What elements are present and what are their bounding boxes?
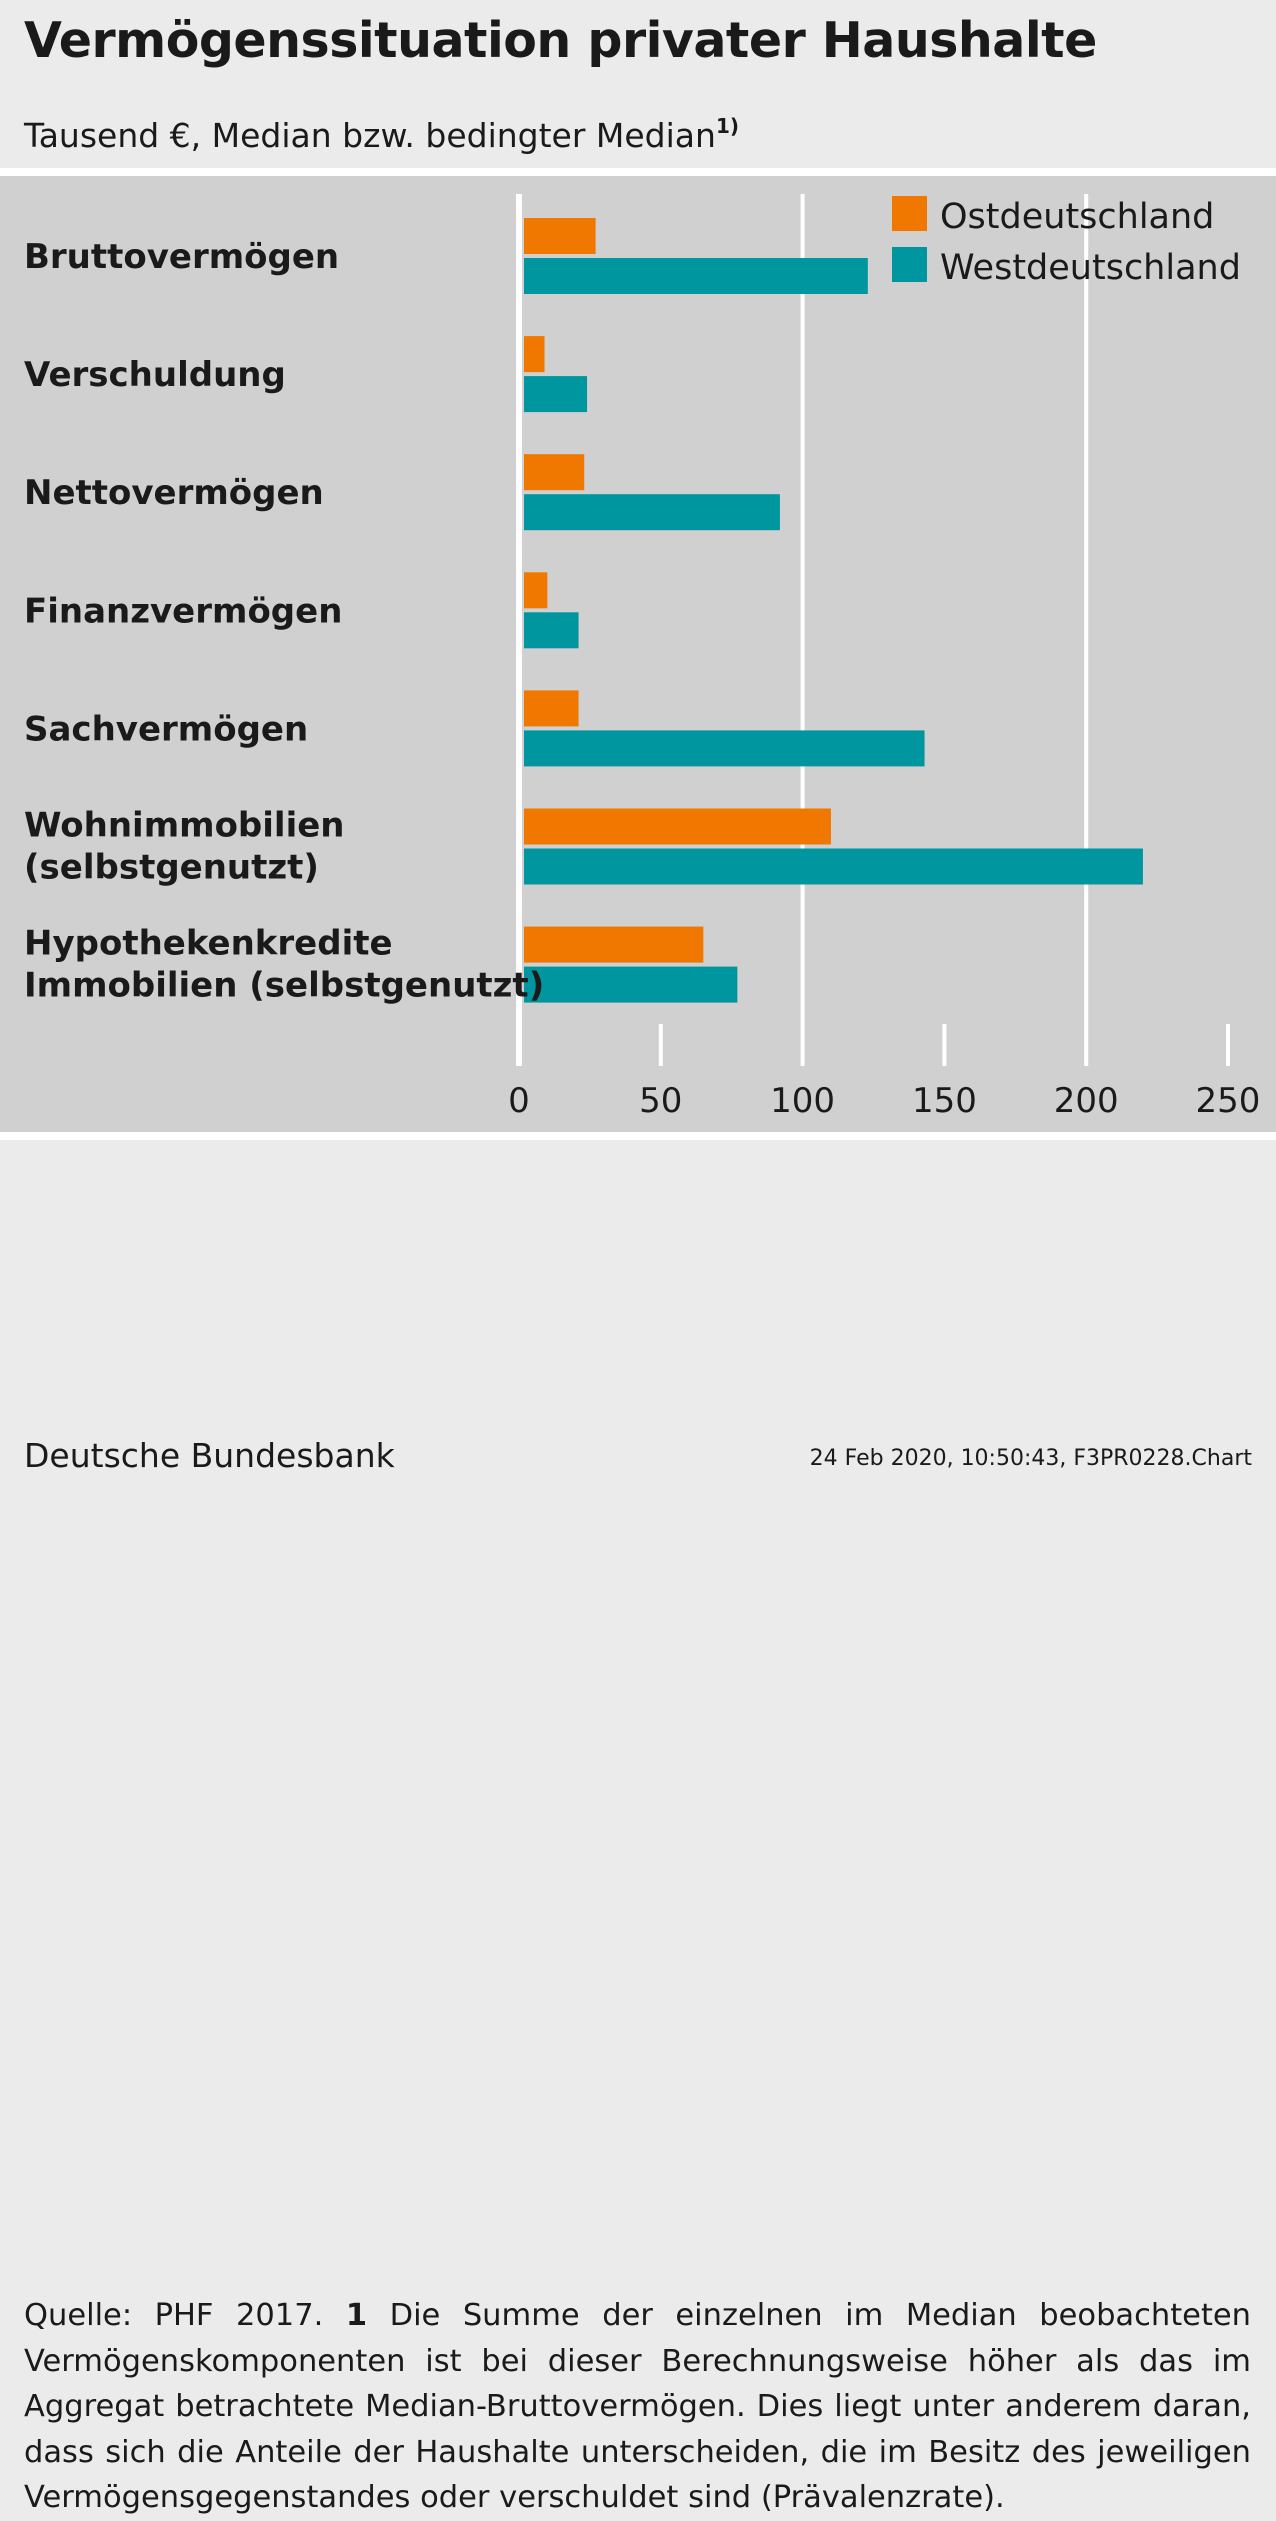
publisher: Deutsche Bundesbank bbox=[24, 1436, 395, 1475]
category-label-2: Nettovermögen bbox=[24, 473, 324, 513]
x-tick-label-50: 50 bbox=[639, 1081, 682, 1121]
bar-ost-3 bbox=[524, 572, 548, 609]
chart-header: Vermögenssituation privater Haushalte Ta… bbox=[0, 0, 1276, 168]
category-label-5-line1: Wohnimmobilien bbox=[24, 806, 345, 846]
category-label-3: Finanzvermögen bbox=[24, 591, 342, 631]
category-label-1: Verschuldung bbox=[24, 355, 286, 395]
bar-ost-5 bbox=[524, 808, 831, 845]
separator-top bbox=[0, 168, 1276, 176]
x-tick-label-250: 250 bbox=[1196, 1081, 1261, 1121]
footnote-source: Quelle: PHF 2017. bbox=[24, 2298, 324, 2333]
category-label-0: Bruttovermögen bbox=[24, 237, 339, 277]
legend-label-west: Westdeutschland bbox=[940, 248, 1241, 288]
timestamp: 24 Feb 2020, 10:50:43, F3PR0228.Chart bbox=[809, 1446, 1252, 1471]
x-tick-label-200: 200 bbox=[1054, 1081, 1119, 1121]
footnote-number: 1 bbox=[345, 2298, 368, 2333]
bar-ost-1 bbox=[524, 336, 545, 373]
chart-subtitle: Tausend €, Median bzw. bedingter Median1… bbox=[24, 114, 739, 155]
category-label-6-line2: Immobilien (selbstgenutzt) bbox=[24, 966, 544, 1006]
x-tick-label-150: 150 bbox=[912, 1081, 977, 1121]
bar-chart: 0 50 100 150 200 250 Bruttovermögen Verschuldun… bbox=[24, 194, 1261, 1121]
bar-west-3 bbox=[524, 612, 579, 649]
separator-bottom bbox=[0, 1132, 1276, 1140]
bar-ost-4 bbox=[524, 690, 579, 727]
chart-title: Vermögenssituation privater Haushalte bbox=[24, 12, 1097, 69]
bar-ost-6 bbox=[524, 926, 704, 963]
bar-west-6 bbox=[524, 966, 738, 1003]
category-label-6-line1: Hypothekenkredite bbox=[24, 924, 393, 964]
category-label-4: Sachvermögen bbox=[24, 709, 308, 749]
bar-ost-2 bbox=[524, 454, 585, 491]
bar-west-2 bbox=[524, 494, 780, 531]
bar-west-0 bbox=[524, 258, 868, 294]
x-tick-label-100: 100 bbox=[770, 1081, 835, 1121]
subtitle-text: Tausend €, Median bzw. bedingter Median bbox=[24, 116, 716, 155]
legend-swatch-west bbox=[892, 247, 927, 282]
footnote-mark: 1) bbox=[715, 114, 739, 138]
footnote: Quelle: PHF 2017. 1 Die Summe der einzel… bbox=[24, 2293, 1251, 2521]
bar-ost-0 bbox=[524, 218, 596, 254]
category-label-5-line2: (selbstgenutzt) bbox=[24, 848, 319, 888]
bar-west-4 bbox=[524, 730, 925, 767]
bar-west-5 bbox=[524, 848, 1143, 885]
legend-label-ost: Ostdeutschland bbox=[940, 197, 1214, 237]
x-tick-label-0: 0 bbox=[508, 1081, 530, 1121]
legend-swatch-ost bbox=[892, 196, 927, 231]
bar-west-1 bbox=[524, 376, 588, 413]
